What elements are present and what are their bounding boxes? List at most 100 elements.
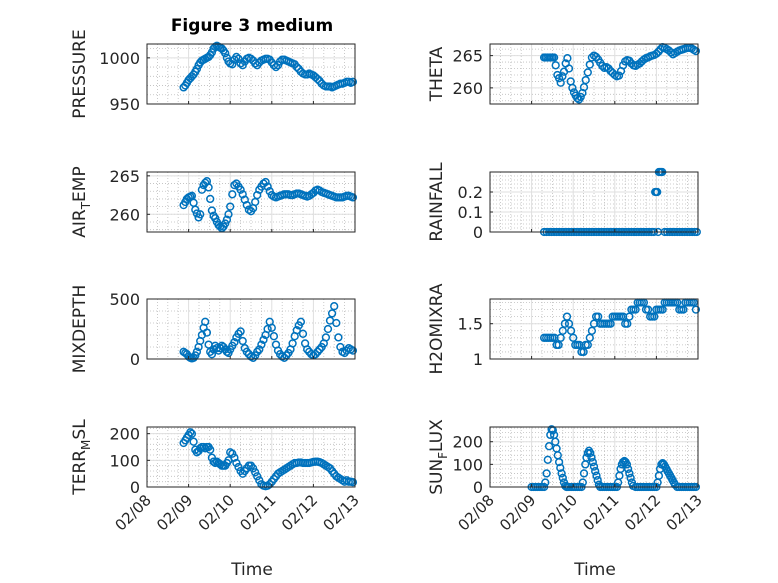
y-tick-label: 100 xyxy=(109,451,140,470)
data-point xyxy=(221,49,230,58)
data-point xyxy=(234,462,243,472)
data-point xyxy=(588,457,597,467)
data-point xyxy=(248,353,258,362)
data-point xyxy=(230,180,239,190)
data-point xyxy=(622,460,632,469)
data-point xyxy=(623,464,633,474)
y-tick-label: 260 xyxy=(452,79,483,98)
data-point xyxy=(204,183,213,192)
data-point xyxy=(313,74,322,84)
data-point xyxy=(568,83,577,93)
data-point xyxy=(269,61,279,70)
data-point xyxy=(253,472,262,481)
data-series xyxy=(179,41,358,92)
data-point xyxy=(569,333,578,342)
data-point xyxy=(242,347,251,356)
data-point xyxy=(606,319,615,328)
data-point xyxy=(311,350,320,359)
data-point xyxy=(187,429,197,438)
data-point xyxy=(576,92,585,102)
data-point xyxy=(246,54,256,63)
y-tick-label: 200 xyxy=(452,433,483,452)
y-axis-label: RAINFALL xyxy=(427,162,447,242)
data-point xyxy=(191,205,200,214)
subplot-pressure: 950 1000 PRESSURE xyxy=(70,29,358,119)
subplot-mixdepth: 0 500 MIXDEPTH xyxy=(70,285,358,373)
data-point xyxy=(592,471,601,480)
data-point xyxy=(589,462,599,471)
data-point xyxy=(591,467,600,476)
data-point xyxy=(586,448,595,458)
x-tick-label: 02/11 xyxy=(579,491,622,534)
data-point xyxy=(269,332,279,341)
data-point xyxy=(542,469,551,478)
x-tick-label: 02/13 xyxy=(663,491,706,534)
data-point xyxy=(549,53,559,62)
y-tick-label: 950 xyxy=(109,95,140,114)
data-point xyxy=(242,200,251,210)
data-point xyxy=(643,305,653,314)
data-point xyxy=(192,209,202,218)
x-tick-label: 02/13 xyxy=(320,491,363,534)
data-point xyxy=(583,340,592,350)
data-point xyxy=(211,214,220,223)
data-point xyxy=(348,193,358,202)
data-point xyxy=(593,476,602,485)
data-point xyxy=(259,335,268,344)
data-point xyxy=(222,215,232,224)
data-point xyxy=(228,60,237,69)
x-tick-label: 02/12 xyxy=(621,491,664,534)
figure-title: Figure 3 medium xyxy=(171,16,333,36)
data-point xyxy=(652,49,661,58)
data-point xyxy=(263,324,272,334)
data-point xyxy=(236,59,245,68)
data-point xyxy=(255,345,264,354)
y-tick-label: 0 xyxy=(473,223,483,242)
axes-box xyxy=(146,426,356,488)
data-point xyxy=(206,445,215,454)
subplot-sun-flux: 0 100 200SUNFLUX02/0802/0902/1002/1102/120… xyxy=(427,419,706,535)
data-point xyxy=(348,478,358,487)
x-axis-title-left: Time xyxy=(230,560,273,580)
data-point xyxy=(267,323,276,332)
data-point xyxy=(261,177,270,187)
data-point xyxy=(585,333,594,342)
data-point xyxy=(323,324,333,334)
data-point xyxy=(292,62,301,72)
data-point xyxy=(541,478,550,487)
y-tick-label: 265 xyxy=(109,167,140,186)
data-point xyxy=(221,219,230,228)
data-point xyxy=(348,346,358,355)
data-point xyxy=(236,185,245,194)
data-point xyxy=(579,347,588,357)
x-tick-label: 02/09 xyxy=(496,491,539,534)
data-point xyxy=(348,77,358,86)
data-point xyxy=(562,312,572,321)
axes-box xyxy=(146,171,356,233)
y-tick-label: 0 xyxy=(130,478,140,497)
subplot-rainfall: 00.10.2 RAINFALL xyxy=(427,162,701,242)
data-point xyxy=(650,312,659,321)
axes-box xyxy=(146,298,356,360)
data-point xyxy=(230,453,239,462)
data-point xyxy=(679,305,688,314)
data-point xyxy=(558,326,567,335)
data-point xyxy=(614,71,624,80)
data-point xyxy=(248,464,258,473)
y-axis-label: TERRMSL xyxy=(70,419,93,496)
data-point xyxy=(189,437,198,446)
y-tick-label: 1.5 xyxy=(458,315,483,334)
data-point xyxy=(556,333,565,342)
data-point xyxy=(631,305,640,314)
data-point xyxy=(202,328,212,337)
data-point xyxy=(211,458,220,468)
x-tick-label: 02/12 xyxy=(278,491,321,534)
data-point xyxy=(564,319,574,328)
data-series xyxy=(179,428,358,491)
axes-box xyxy=(489,426,699,488)
y-tick-label: 100 xyxy=(452,455,483,474)
x-tick-label: 02/09 xyxy=(153,491,196,534)
y-axis-label: AIRTEMP xyxy=(70,166,93,237)
data-point xyxy=(327,309,337,318)
data-point xyxy=(255,476,264,485)
